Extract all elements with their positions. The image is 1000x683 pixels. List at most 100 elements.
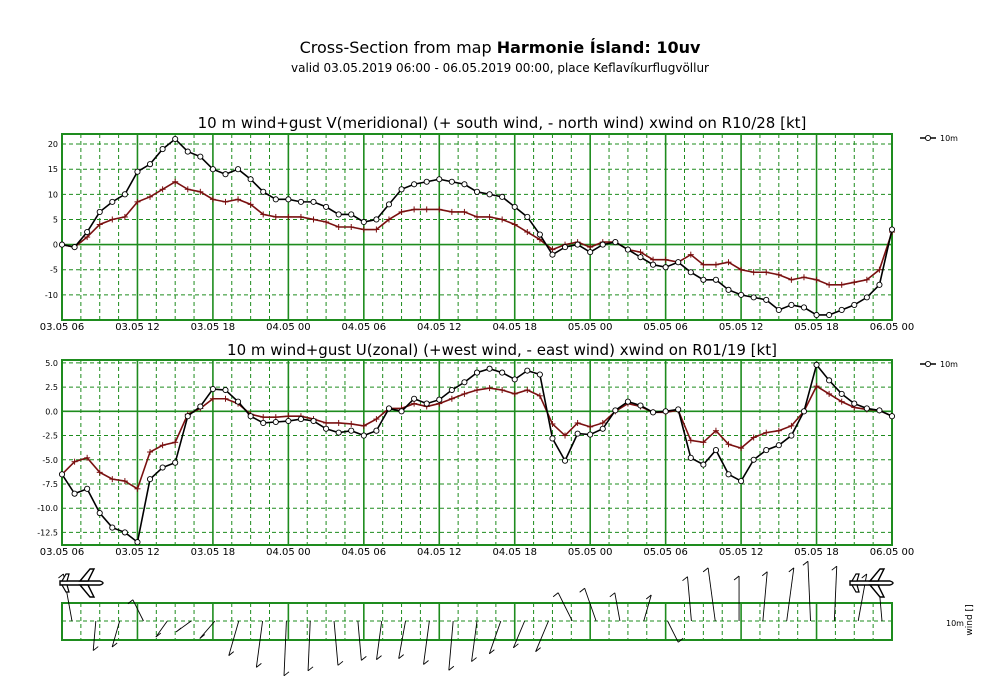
data-point-10m [725,471,732,478]
tail [850,573,860,593]
data-point-10m [134,168,141,175]
x-tick-label: 05.05 12 [719,547,764,558]
data-point-10m [700,276,707,283]
gust-point [398,208,405,215]
data-point-10m [247,413,254,420]
barb-feather [448,665,455,671]
fuselage [849,580,894,586]
gust-point [260,211,267,218]
data-point-10m [159,146,166,153]
data-point-10m [624,398,631,405]
data-point-10m [96,509,103,517]
gust-point [96,469,103,476]
gust-point [524,229,531,236]
wind-barb [92,620,99,651]
barb-feather [423,660,429,665]
gust-point [700,439,707,446]
data-point-10m [448,386,455,394]
data-point-10m [473,369,481,376]
data-point-10m [763,447,770,454]
data-point-10m [84,228,91,236]
x-tick-label: 05.05 12 [719,322,764,333]
barb-staff [512,620,526,648]
gust-point [222,395,229,402]
barb-feather [645,594,652,600]
figure-subtitle: valid 03.05.2019 06:00 - 06.05.2019 00:0… [290,61,709,75]
y-tick-label: -2.5 [42,432,58,441]
data-point-10m [637,402,644,409]
data-point-10m [184,148,191,155]
fuselage [59,580,104,586]
x-tick-label: 04.05 06 [342,322,387,333]
barb-feather [256,663,262,668]
data-point-10m [574,241,581,248]
gust-point [800,274,807,281]
data-point-10m [159,464,166,471]
data-point-10m [310,417,317,425]
x-tick-label: 03.05 18 [191,547,236,558]
gust-point [109,216,116,223]
y-tick-label: 10 [48,190,58,199]
barb-feather [111,642,118,648]
data-point-10m [738,478,745,485]
data-point-10m [373,427,380,434]
barb-feather [92,646,99,651]
barb-feather [677,637,684,643]
gust-point [121,478,128,485]
data-point-10m [813,361,820,368]
gust-point [763,269,770,276]
y-tick-label: 2.5 [45,383,58,392]
barb-feather [535,647,541,652]
wind-frame [61,602,893,641]
gust-point [813,276,820,283]
data-point-10m [624,246,631,253]
gust-point [134,485,141,492]
gust-point [348,224,355,230]
data-point-10m [84,485,91,492]
barb-feather [513,643,519,649]
data-point-10m [813,311,820,319]
gust-point [222,198,229,205]
y-tick-label: -10 [45,291,58,300]
data-point-10m [310,198,317,205]
x-tick-label: 04.05 12 [417,547,462,558]
data-point-10m [800,408,808,415]
wind-barb [333,620,344,666]
gust-point [838,281,845,288]
gust-point [448,208,455,215]
gust-point [121,213,128,220]
data-point-10m [360,432,367,439]
data-point-10m [222,171,229,178]
gust-point [71,458,78,465]
wind-barb [199,620,216,639]
data-point-10m [536,371,543,378]
gust-point [838,398,845,405]
wind-barb [175,620,192,633]
data-point-10m [838,306,845,313]
barb-feather [788,567,795,573]
data-point-10m [888,226,896,233]
data-point-10m [675,406,682,413]
x-tick-label: 03.05 18 [191,322,236,333]
gust-point [662,256,669,263]
data-point-10m [134,539,141,546]
data-point-10m [549,435,556,442]
gust-point [876,266,883,273]
barb-feather [228,651,235,656]
data-point-10m [121,191,128,198]
data-point-10m [599,241,606,248]
data-point-10m [146,476,154,483]
data-point-10m [775,306,782,313]
wind-barb [643,594,652,622]
gust-point [335,419,342,426]
data-point-10m [662,408,669,415]
wind-barb [579,587,597,622]
gust-point [549,420,556,427]
wind-barb [307,620,314,672]
data-point-10m [637,254,644,261]
wind-barb [682,576,692,622]
gust-point [687,437,694,444]
data-point-10m [247,176,254,183]
data-point-10m [524,213,531,220]
data-point-10m [863,405,870,412]
